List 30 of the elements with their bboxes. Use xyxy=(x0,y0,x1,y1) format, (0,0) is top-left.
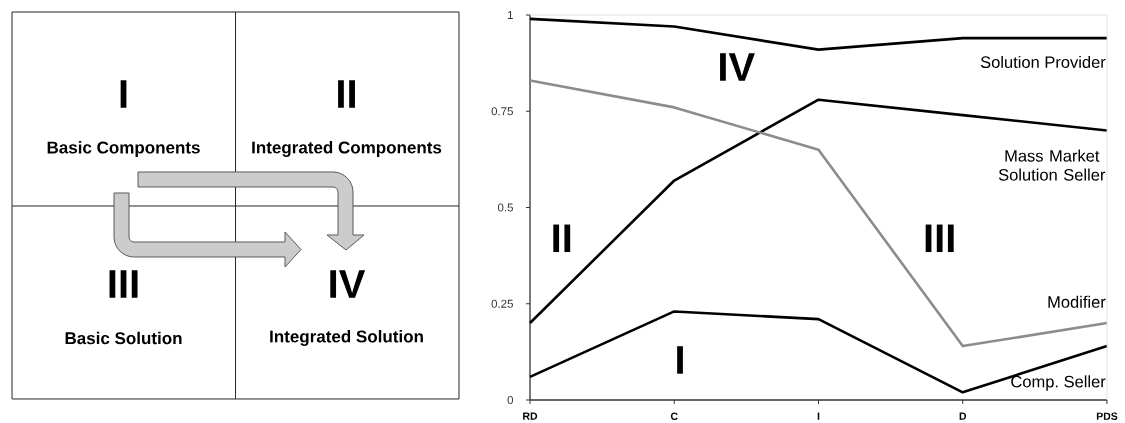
text: Basic Components xyxy=(47,141,200,157)
line-series xyxy=(528,17,1109,51)
x-tick-label: I xyxy=(817,412,820,420)
x-tick-label: RD xyxy=(523,412,538,420)
text: II xyxy=(338,80,355,108)
series-label: Solution Provider xyxy=(980,55,1106,69)
text: Integrated Components xyxy=(252,141,442,157)
y-tick-label: 1 xyxy=(507,11,513,19)
x-tick-label: C xyxy=(670,412,678,420)
text: Integrated Solution xyxy=(270,330,423,346)
annotation: I xyxy=(677,346,683,374)
y-tick-label: 0.75 xyxy=(491,107,513,116)
text: I xyxy=(120,80,127,108)
line-series xyxy=(528,79,1109,348)
x-tick-label: PDS xyxy=(1096,412,1118,420)
text: Basic Solution xyxy=(65,331,182,345)
x-tick-label: D xyxy=(959,412,967,420)
text: IV xyxy=(330,270,366,298)
series-label: Comp. Seller xyxy=(1011,375,1106,391)
y-tick-label: 0 xyxy=(507,395,514,405)
series-label: Mass Market Solution Seller xyxy=(998,149,1106,181)
annotation: II xyxy=(553,224,571,253)
annotation: III xyxy=(925,224,954,253)
y-tick-label: 0.5 xyxy=(497,203,513,212)
line-series xyxy=(528,310,1109,394)
line-series xyxy=(528,98,1109,325)
series-label: Modifier xyxy=(1048,295,1106,308)
annotation: IV xyxy=(720,53,755,81)
y-tick-label: 0.25 xyxy=(491,299,513,308)
text: III xyxy=(109,270,138,298)
